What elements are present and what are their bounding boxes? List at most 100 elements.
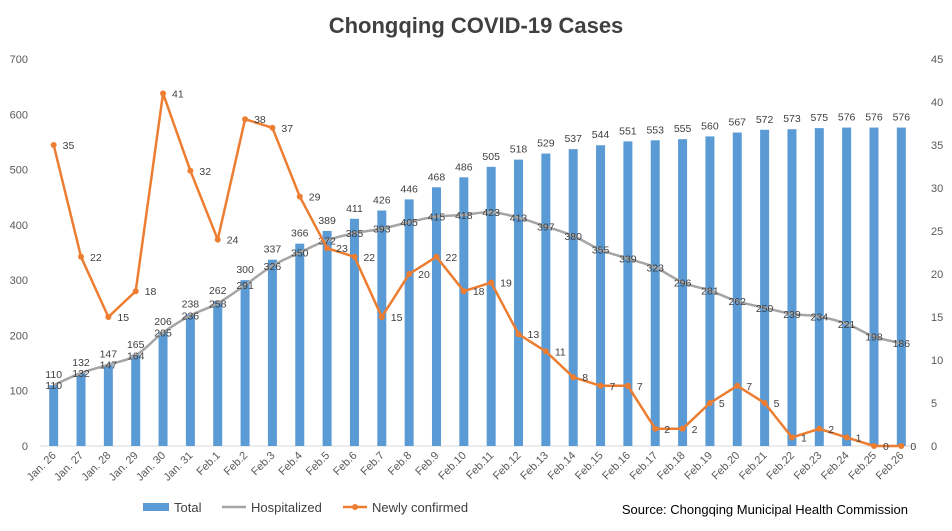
total-bar [349,218,359,446]
x-axis-tick-label: Feb.16 [600,450,633,483]
total-bar [486,166,496,447]
total-bar [322,230,332,446]
right-axis-tick-label: 20 [931,269,943,281]
newly-confirmed-label: 5 [774,398,780,410]
newly-confirmed-label: 7 [746,381,752,393]
total-bar [623,141,633,446]
total-bar-label: 567 [729,117,747,129]
newly-confirmed-point [78,253,85,260]
newly-confirmed-label: 7 [610,381,616,393]
newly-confirmed-label: 18 [145,286,157,298]
hospitalized-label: 323 [646,262,664,274]
newly-confirmed-label: 7 [637,381,643,393]
hospitalized-label: 350 [291,248,309,260]
newly-confirmed-point [378,314,385,320]
newly-confirmed-label: 19 [500,278,512,290]
hospitalized-line [53,210,902,387]
newly-confirmed-label: 8 [582,372,588,384]
total-bar-label: 411 [346,203,363,215]
newly-confirmed-point [679,425,686,432]
hospitalized-label: 339 [619,254,637,266]
newly-confirmed-point [296,193,303,200]
left-axis-tick-label: 0 [22,441,28,453]
newly-confirmed-point [870,443,877,449]
right-axis-tick-label: 45 [931,54,943,66]
x-axis-tick-label: Feb.6 [331,450,359,478]
newly-confirmed-series: 3522151841322438372923221520221819131187… [50,88,916,453]
hospitalized-label: 326 [264,261,282,273]
total-bar-label: 572 [756,114,774,126]
total-bar-label: 560 [701,120,719,132]
newly-confirmed-point [187,167,194,174]
hospitalized-label: 262 [729,296,747,308]
total-bar [650,140,660,446]
newly-confirmed-point [706,400,713,406]
hospitalized-label: 258 [209,298,227,310]
newly-confirmed-label: 22 [90,252,102,264]
total-bar-labels: 1101321471652062382623003373663894114264… [45,112,910,382]
x-axis-tick-label: Feb.20 [710,450,743,483]
legend: Total Hospitalized Newly confirmed [143,500,468,515]
total-bar [295,243,305,446]
x-axis-tick-label: Feb.14 [546,450,579,483]
total-bar [842,127,852,446]
newly-confirmed-label: 35 [63,140,75,152]
left-axis-tick-label: 700 [10,54,28,66]
total-bar-label: 468 [428,171,446,183]
total-bar-label: 544 [592,129,610,141]
newly-confirmed-point [542,348,549,355]
newly-confirmed-line [52,92,902,448]
x-axis-tick-label: Jan. 31 [162,450,196,484]
newly-confirmed-point [488,279,495,286]
newly-confirmed-point [515,331,522,338]
x-axis-tick-label: Feb.21 [737,450,770,483]
x-axis-tick-label: Feb.7 [359,450,387,478]
total-bar-label: 262 [209,285,227,297]
hospitalized-label: 393 [373,224,391,236]
newly-confirmed-label: 1 [856,432,862,444]
legend-label-newly-confirmed: Newly confirmed [372,500,468,515]
newly-confirmed-label: 1 [801,432,807,444]
newly-confirmed-label: 11 [555,346,566,358]
x-axis-tick-label: Feb.1 [194,450,222,478]
hospitalized-label: 250 [756,303,774,315]
hospitalized-label: 198 [865,332,883,344]
hospitalized-label: 281 [701,286,719,298]
hospitalized-label: 415 [428,212,446,224]
legend-swatch-total [143,503,169,511]
x-axis-tick-label: Feb.26 [874,450,907,483]
x-axis-tick-label: Feb.25 [846,450,879,483]
total-bar-label: 238 [182,298,200,310]
total-bar [787,129,797,446]
total-bar-label: 300 [236,264,254,276]
x-axis-tick-label: Feb.17 [628,450,661,483]
newly-confirmed-label: 29 [309,192,321,204]
hospitalized-label: 423 [482,207,500,219]
hospitalized-label: 418 [455,210,473,222]
total-bar [568,149,578,446]
newly-confirmed-point [324,245,331,252]
hospitalized-label: 397 [537,222,555,234]
x-axis-tick-label: Feb.22 [764,450,797,483]
newly-confirmed-label: 13 [528,329,540,341]
total-bar-label: 366 [291,228,309,240]
left-axis-ticks: 0 100 200 300 400 500 600 700 [10,54,28,453]
newly-confirmed-point [624,382,631,389]
x-axis-tick-label: Feb.3 [249,450,277,478]
right-axis-tick-label: 30 [931,183,943,195]
total-bar-label: 576 [838,112,856,124]
newly-confirmed-label: 20 [418,269,430,281]
x-axis-tick-label: Jan. 27 [52,450,86,484]
hospitalized-label: 405 [400,217,418,229]
newly-confirmed-label: 2 [828,424,834,436]
newly-confirmed-point [105,314,112,320]
newly-confirmed-point [406,271,413,277]
total-bar-label: 206 [154,316,172,328]
total-bar [49,385,59,446]
total-bar-label: 446 [400,183,418,195]
newly-confirmed-label: 2 [664,424,670,436]
total-bar-label: 537 [564,133,582,145]
right-axis-tick-label: 5 [931,398,937,410]
